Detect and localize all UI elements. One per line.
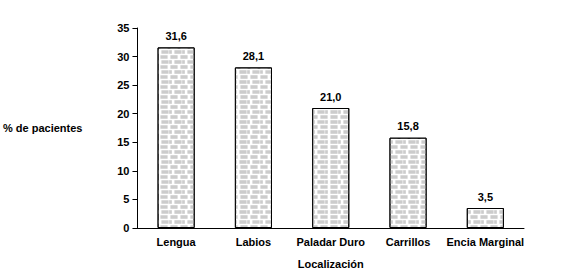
svg-text:31,6: 31,6 (165, 30, 186, 42)
svg-text:15: 15 (117, 136, 129, 148)
svg-text:30: 30 (117, 51, 129, 63)
svg-text:Localización: Localización (298, 258, 364, 270)
svg-text:Encia Marginal: Encia Marginal (447, 236, 525, 248)
svg-text:15,8: 15,8 (397, 120, 418, 132)
svg-text:5: 5 (123, 193, 129, 205)
svg-text:35: 35 (117, 22, 129, 34)
svg-text:Labios: Labios (236, 236, 271, 248)
svg-text:3,5: 3,5 (478, 191, 493, 203)
svg-text:10: 10 (117, 165, 129, 177)
svg-text:Lengua: Lengua (157, 236, 197, 248)
svg-text:28,1: 28,1 (243, 50, 264, 62)
svg-text:Carrillos: Carrillos (386, 236, 431, 248)
svg-text:20: 20 (117, 108, 129, 120)
svg-text:Paladar Duro: Paladar Duro (297, 236, 366, 248)
svg-text:0: 0 (123, 222, 129, 234)
svg-text:21,0: 21,0 (320, 91, 341, 103)
svg-text:% de pacientes: % de pacientes (3, 122, 82, 134)
svg-text:25: 25 (117, 79, 129, 91)
